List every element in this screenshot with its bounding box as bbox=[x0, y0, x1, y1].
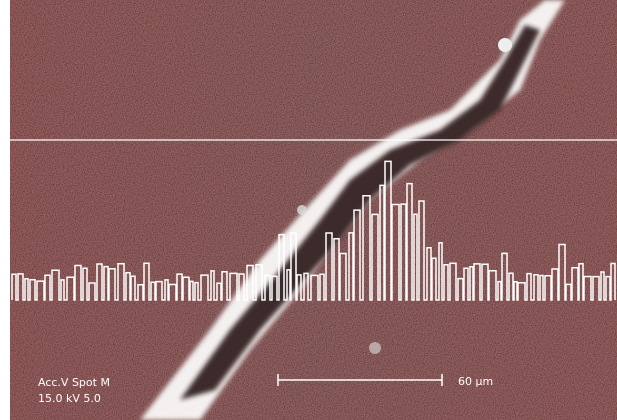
settings-label: 15.0 kV 5.0 bbox=[38, 392, 101, 405]
micrograph: Acc.V Spot M 15.0 kV 5.0 60 µm bbox=[0, 0, 617, 420]
particle bbox=[297, 205, 307, 215]
header-label: Acc.V Spot M bbox=[38, 376, 110, 389]
scale-label: 60 µm bbox=[458, 375, 493, 388]
particle bbox=[369, 342, 381, 354]
particle bbox=[498, 38, 512, 52]
